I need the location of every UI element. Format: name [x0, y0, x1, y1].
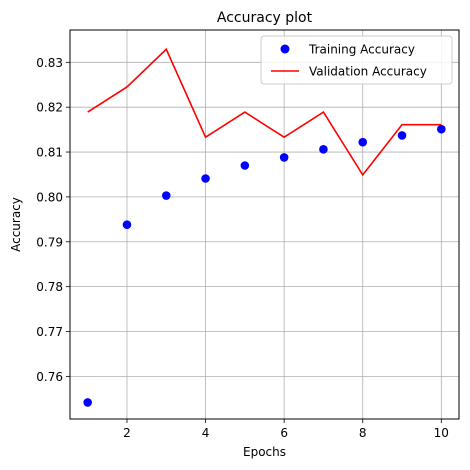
- training-accuracy-point: [122, 220, 132, 230]
- x-tick-label: 2: [123, 426, 131, 440]
- validation-accuracy-line: [87, 47, 442, 177]
- training-accuracy-point: [279, 153, 289, 162]
- x-tick-label: 10: [434, 426, 449, 440]
- ticks-layer: 2 4 6 8 10 0.76 0.77 0.78 0.79 0.80 0.81 0.82 0.83: [36, 56, 449, 440]
- legend: Training Accuracy Validation Accuracy: [260, 35, 453, 85]
- x-tick-label: 8: [359, 426, 367, 440]
- y-axis-title: Accuracy: [9, 197, 23, 252]
- training-accuracy-point: [397, 131, 407, 140]
- x-tick-label: 4: [202, 426, 210, 440]
- y-tick-label: 0.83: [36, 56, 63, 70]
- training-accuracy-point: [201, 174, 210, 183]
- legend-validation-label: Validation Accuracy: [309, 65, 427, 79]
- training-accuracy-point: [240, 161, 250, 170]
- chart-title: Accuracy plot: [217, 10, 313, 26]
- x-axis-title: Epochs: [243, 445, 286, 459]
- y-tick-label: 0.77: [36, 325, 63, 339]
- y-tick-label: 0.79: [36, 235, 63, 249]
- legend-box: [260, 35, 453, 85]
- y-tick-label: 0.82: [36, 101, 63, 115]
- training-accuracy-point: [358, 137, 368, 147]
- y-tick-label: 0.76: [36, 370, 63, 384]
- grid-layer: [70, 30, 459, 419]
- y-tick-label: 0.81: [36, 146, 63, 160]
- plot-area-frame: [69, 29, 460, 420]
- training-accuracy-point: [319, 145, 328, 154]
- legend-training-marker: [280, 44, 290, 54]
- y-tick-label: 0.78: [36, 280, 63, 294]
- legend-training-label: Training Accuracy: [308, 43, 415, 57]
- training-accuracy-point: [83, 398, 92, 407]
- x-tick-label: 6: [280, 426, 288, 440]
- training-accuracy-point: [161, 191, 171, 200]
- series-layer: [83, 47, 446, 407]
- training-accuracy-point: [437, 124, 446, 134]
- y-tick-label: 0.80: [36, 190, 63, 204]
